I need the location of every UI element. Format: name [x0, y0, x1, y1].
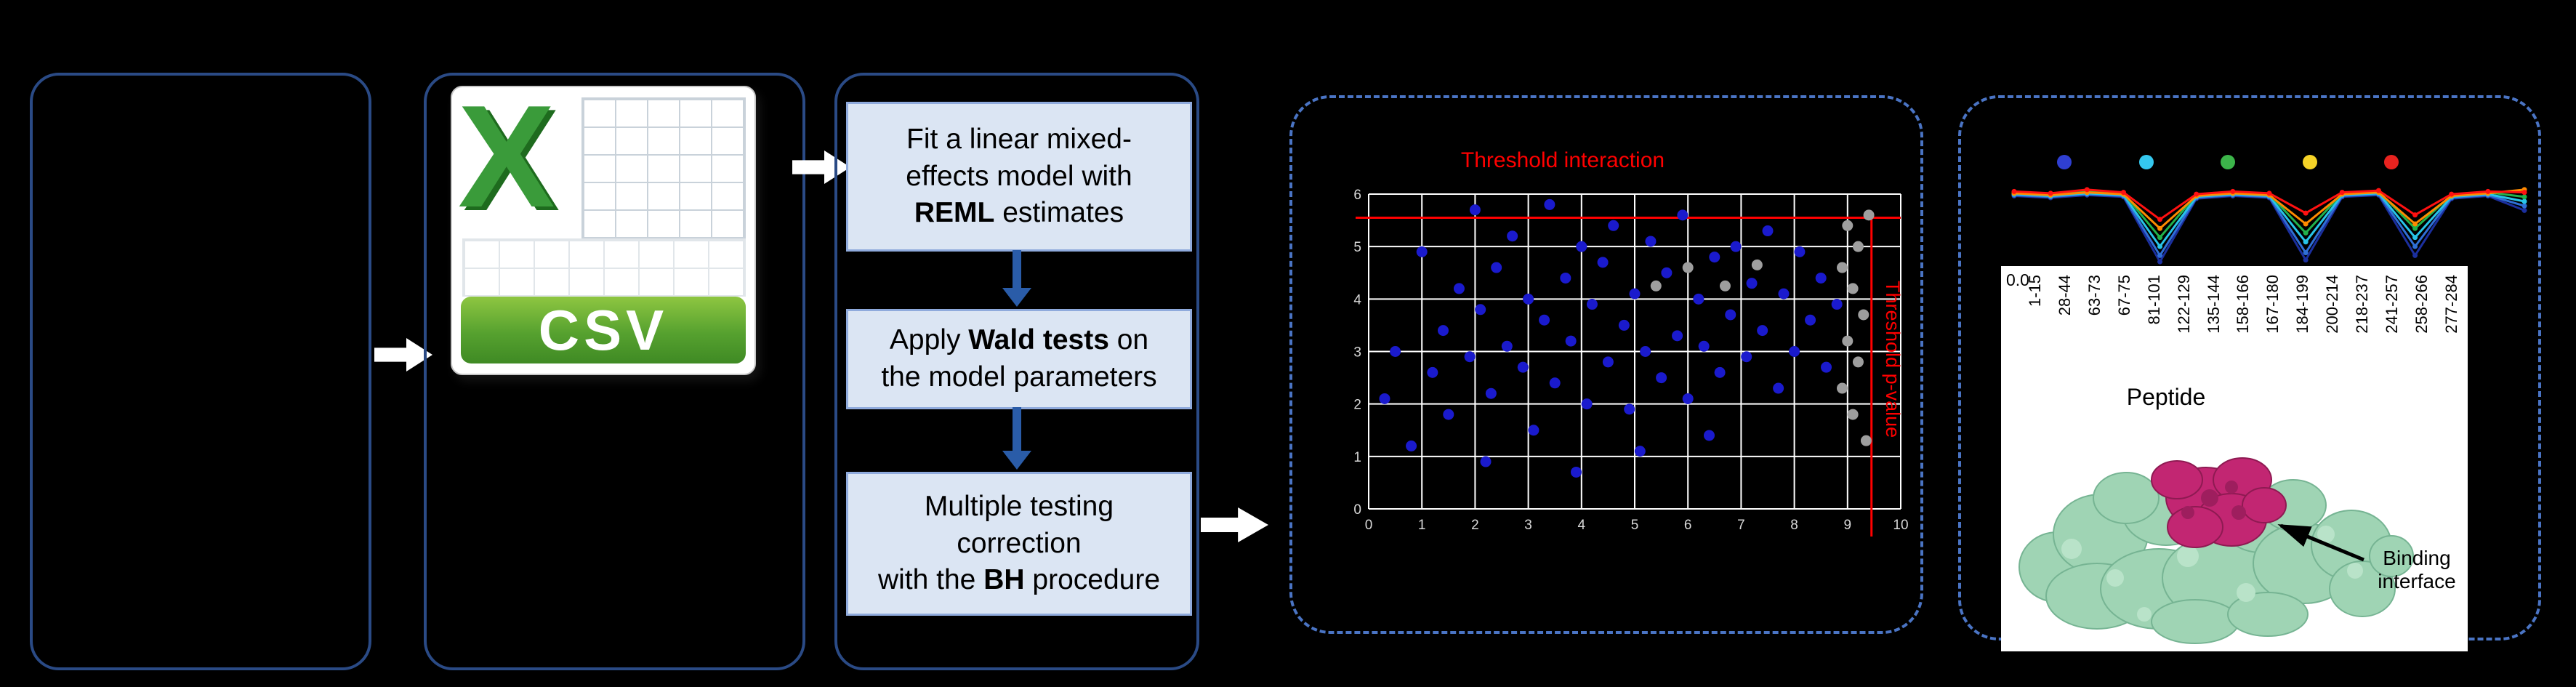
peptide-tick-label: 258-266: [2412, 275, 2431, 334]
threshold-interaction-label: Threshold interaction: [1460, 148, 1665, 172]
svg-text:1: 1: [1353, 450, 1361, 465]
svg-text:0: 0: [1353, 502, 1361, 518]
step-text-line: with the BH procedure: [877, 564, 1161, 596]
step-box-bh: Multiple testing correction with the BH …: [846, 472, 1192, 616]
peptide-tick-label: 1-15: [2026, 275, 2044, 308]
svg-text:6: 6: [1353, 188, 1361, 203]
step-text-line: Apply Wald tests on: [889, 324, 1149, 356]
peptide-tick-label: 67-75: [2114, 275, 2133, 316]
down-arrow-icon: [1002, 250, 1031, 307]
svg-text:4: 4: [1353, 292, 1361, 308]
peptide-tick-label: 218-237: [2353, 275, 2372, 334]
csv-banner-label: CSV: [461, 297, 746, 363]
flow-arrow-icon: [1201, 507, 1268, 542]
step-text-line: Multiple testing: [924, 490, 1114, 522]
peptide-tick-label: 28-44: [2055, 275, 2074, 316]
peptide-axis-labels: 1-15 28-44 63-73 67-75 81-101 122-129 135-144 1…: [2026, 275, 2460, 398]
peptide-tick-label: 135-144: [2204, 275, 2223, 334]
peptide-profile-chart: [2011, 187, 2527, 265]
peptide-tick-label: 122-129: [2174, 275, 2193, 334]
condition-dot-icon: [2302, 155, 2317, 169]
binding-interface-label: Binding interface: [2378, 547, 2456, 593]
svg-text:3: 3: [1353, 345, 1361, 361]
svg-text:1: 1: [1418, 518, 1426, 533]
svg-text:4: 4: [1578, 518, 1586, 533]
panel-statistical-model: [834, 73, 1199, 670]
peptide-tick-label: 167-180: [2263, 275, 2282, 334]
peptide-tick-label: 200-214: [2323, 275, 2342, 334]
spreadsheet-grid-icon: [462, 238, 746, 297]
step-box-wald: Apply Wald tests on the model parameters: [846, 309, 1192, 409]
step-text-line: Fit a linear mixed-: [906, 123, 1132, 155]
peptide-tick-label: 184-199: [2293, 275, 2312, 334]
condition-dot-legend: [2057, 154, 2399, 170]
svg-text:5: 5: [1631, 518, 1639, 533]
profile-y-tick: 0.0: [2006, 270, 2029, 289]
panel-scatter-results: [1289, 95, 1923, 634]
peptide-tick-label: 277-284: [2442, 275, 2460, 334]
peptide-axis-title: Peptide: [2126, 384, 2206, 410]
peptide-tick-label: 158-166: [2234, 275, 2253, 334]
svg-text:0: 0: [1365, 518, 1373, 533]
svg-text:5: 5: [1353, 240, 1361, 255]
condition-dot-icon: [2384, 155, 2399, 169]
svg-text:10: 10: [1893, 518, 1908, 533]
csv-file-icon: X CSV: [451, 77, 756, 375]
peptide-tick-label: 63-73: [2085, 275, 2104, 316]
step-text-line: the model parameters: [881, 361, 1157, 393]
peptide-tick-label: 241-257: [2383, 275, 2402, 334]
panel-raw-input: [30, 73, 371, 670]
protein-structure-illustration: [2018, 457, 2414, 644]
peptide-tick-label: 81-101: [2144, 275, 2163, 325]
excel-x-logo: X: [458, 76, 555, 238]
svg-text:7: 7: [1737, 518, 1745, 533]
svg-text:9: 9: [1844, 518, 1852, 533]
svg-text:6: 6: [1684, 518, 1692, 533]
interaction-scatter-plot: 0 1 2 3 4 5 6 7 8 9 10 0 1 2 3 4 5 6: [1353, 188, 1909, 537]
step-text-line: effects model with: [906, 160, 1132, 192]
threshold-pvalue-label: Threshold p-value: [1882, 281, 1904, 438]
spreadsheet-grid-icon: [581, 97, 746, 238]
step-box-reml: Fit a linear mixed- effects model with R…: [846, 102, 1192, 252]
step-text-line: correction: [957, 527, 1082, 559]
svg-text:2: 2: [1353, 398, 1361, 413]
svg-text:2: 2: [1471, 518, 1479, 533]
svg-text:3: 3: [1524, 518, 1532, 533]
panel-csv-file: [424, 73, 805, 670]
binding-interface-arrow-icon: [2277, 523, 2364, 562]
condition-dot-icon: [2138, 155, 2154, 169]
down-arrow-icon: [1002, 407, 1031, 470]
condition-dot-icon: [2221, 155, 2235, 169]
condition-dot-icon: [2057, 155, 2072, 169]
svg-text:8: 8: [1790, 518, 1798, 533]
step-text-line: REML estimates: [914, 197, 1124, 229]
